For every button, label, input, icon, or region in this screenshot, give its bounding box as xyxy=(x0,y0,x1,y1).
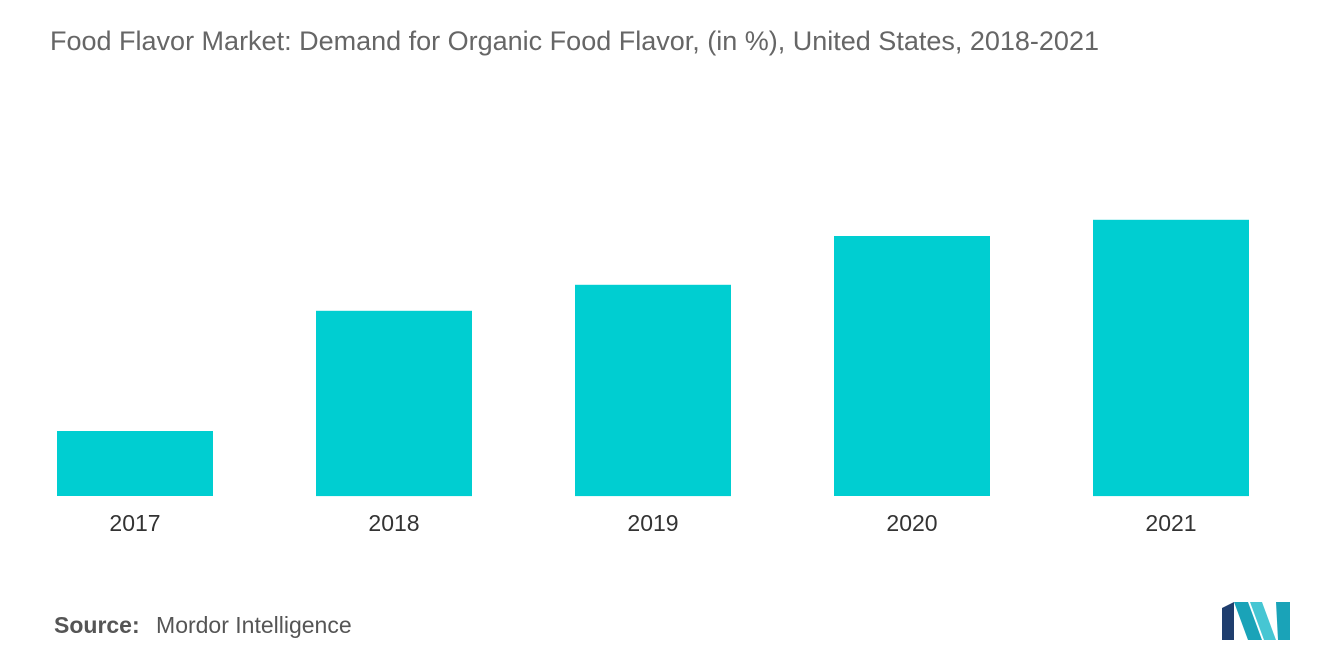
x-tick-label-2018: 2018 xyxy=(368,510,419,536)
x-tick-labels: 2017 2018 2019 2020 2021 xyxy=(109,510,1196,536)
bar-2019 xyxy=(575,284,731,497)
mordor-intelligence-logo-icon xyxy=(1222,602,1290,640)
source-label: Source: xyxy=(54,612,140,638)
bar-2018 xyxy=(316,310,472,497)
source-note: Source: Mordor Intelligence xyxy=(54,612,352,639)
bar-2020 xyxy=(834,236,990,496)
x-tick-label-2021: 2021 xyxy=(1145,510,1196,536)
bars-group xyxy=(57,219,1249,497)
x-tick-label-2017: 2017 xyxy=(109,510,160,536)
bar-2017 xyxy=(57,431,213,496)
source-value: Mordor Intelligence xyxy=(156,612,352,638)
chart-title: Food Flavor Market: Demand for Organic F… xyxy=(50,26,1099,56)
bar-2021 xyxy=(1093,219,1249,497)
x-tick-label-2020: 2020 xyxy=(886,510,937,536)
x-tick-label-2019: 2019 xyxy=(627,510,678,536)
